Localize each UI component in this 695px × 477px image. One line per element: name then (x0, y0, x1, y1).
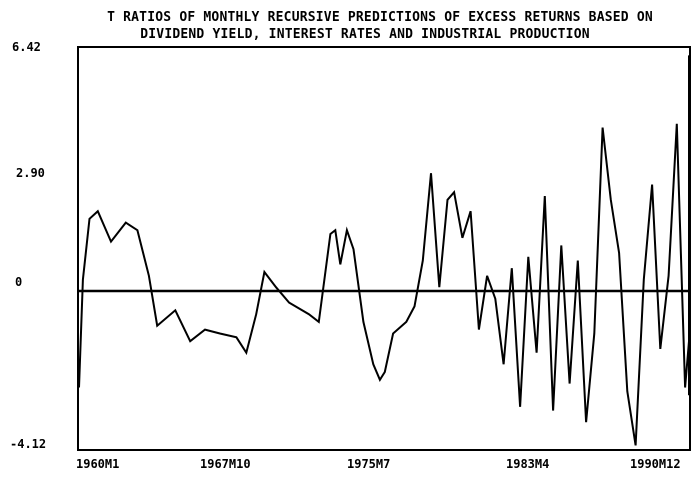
y-tick-label-bottom: -4.12 (10, 437, 46, 451)
y-tick-label-top: 6.42 (12, 40, 41, 54)
x-tick-label-5: 1990M12 (630, 457, 681, 471)
x-tick-label-4: 1983M4 (506, 457, 549, 471)
y-tick-label-upper: 2.90 (16, 166, 45, 180)
x-tick-label-1: 1960M1 (76, 457, 119, 471)
series-line (78, 55, 690, 446)
x-tick-label-3: 1975M7 (347, 457, 390, 471)
chart-title-line-2: DIVIDEND YIELD, INTEREST RATES AND INDUS… (140, 27, 590, 42)
x-tick-label-2: 1967M10 (200, 457, 251, 471)
series-layer (78, 55, 690, 446)
chart-title-line-1: T RATIOS OF MONTHLY RECURSIVE PREDICTION… (107, 10, 653, 25)
y-tick-label-zero: 0 (15, 275, 22, 289)
